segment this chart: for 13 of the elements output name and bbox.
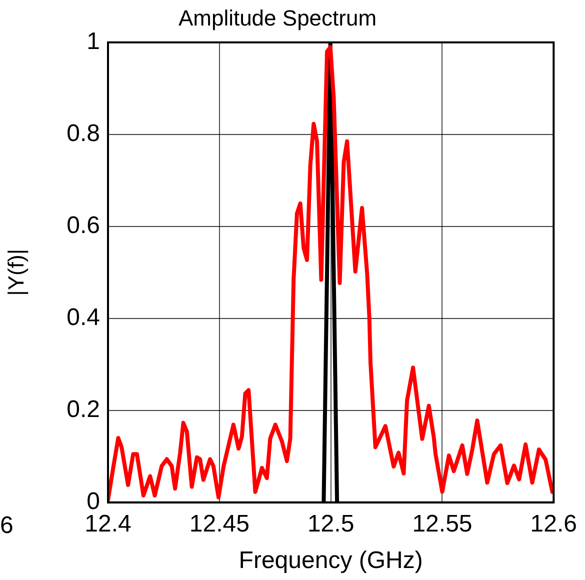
x-tick-label: 12.55 xyxy=(412,510,472,538)
text: 6 xyxy=(0,512,14,540)
x-axis-title: Frequency (GHz) xyxy=(238,547,423,574)
y-tick-label: 0.2 xyxy=(66,396,100,424)
y-tick-label: 0.4 xyxy=(66,304,100,332)
x-tick-label: 12.5 xyxy=(307,510,354,538)
y-axis-title: |Y(f)| xyxy=(3,248,28,296)
y-tick-label: 0.8 xyxy=(66,120,100,148)
x-tick-label: 12.45 xyxy=(189,510,250,538)
chart-title: Amplitude Spectrum xyxy=(178,5,377,30)
y-tick-label: 1 xyxy=(86,28,100,56)
x-tick-label: 12.6 xyxy=(530,510,578,538)
y-tick-label: 0.6 xyxy=(66,212,100,240)
